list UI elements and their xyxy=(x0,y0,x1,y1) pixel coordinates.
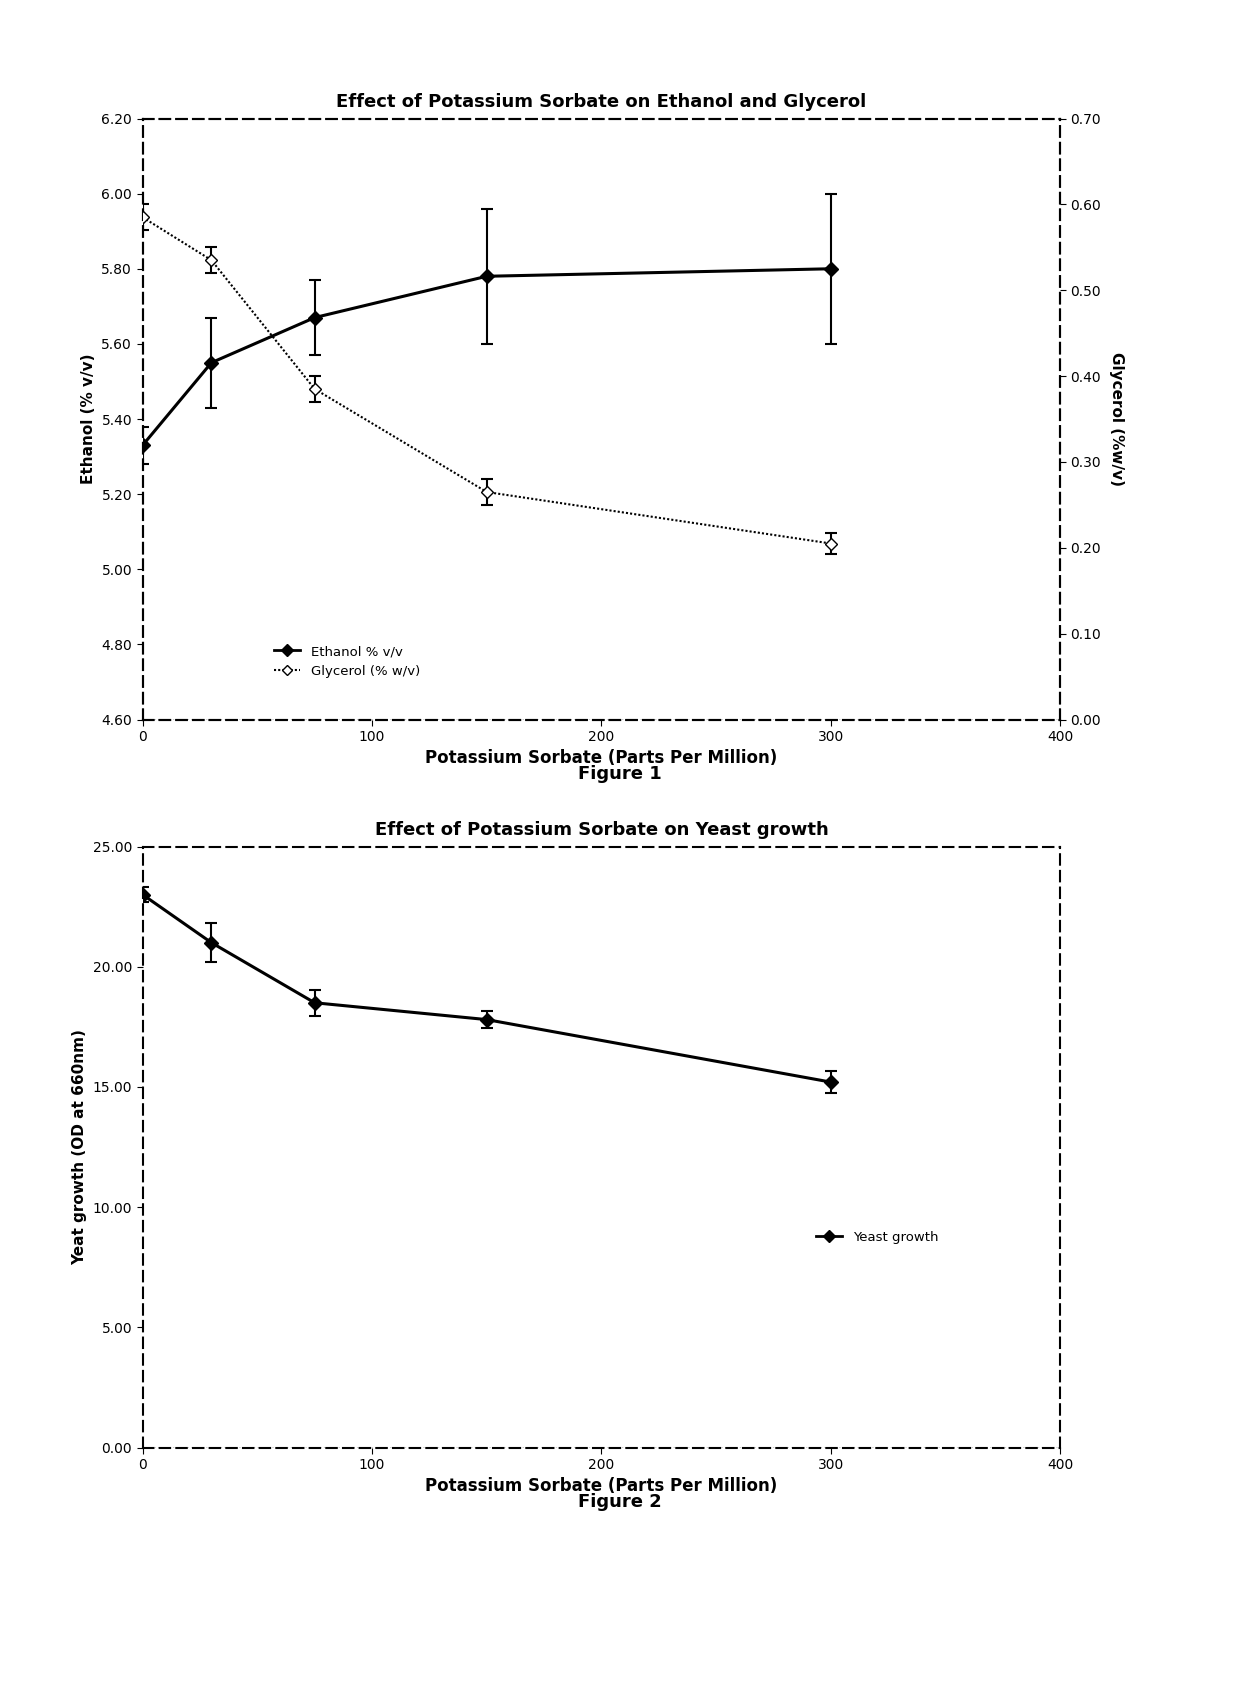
X-axis label: Potassium Sorbate (Parts Per Million): Potassium Sorbate (Parts Per Million) xyxy=(425,750,777,767)
Title: Effect of Potassium Sorbate on Ethanol and Glycerol: Effect of Potassium Sorbate on Ethanol a… xyxy=(336,93,867,112)
Y-axis label: Yeat growth (OD at 660nm): Yeat growth (OD at 660nm) xyxy=(72,1029,87,1265)
Legend: Yeast growth: Yeast growth xyxy=(811,1226,944,1249)
Y-axis label: Ethanol (% v/v): Ethanol (% v/v) xyxy=(81,354,95,484)
X-axis label: Potassium Sorbate (Parts Per Million): Potassium Sorbate (Parts Per Million) xyxy=(425,1478,777,1495)
Legend: Ethanol % v/v, Glycerol (% w/v): Ethanol % v/v, Glycerol (% w/v) xyxy=(269,640,425,682)
Title: Effect of Potassium Sorbate on Yeast growth: Effect of Potassium Sorbate on Yeast gro… xyxy=(374,821,828,840)
Text: Figure 2: Figure 2 xyxy=(578,1493,662,1510)
Text: Figure 1: Figure 1 xyxy=(578,765,662,782)
Y-axis label: Glycerol (%w/v): Glycerol (%w/v) xyxy=(1109,352,1123,486)
